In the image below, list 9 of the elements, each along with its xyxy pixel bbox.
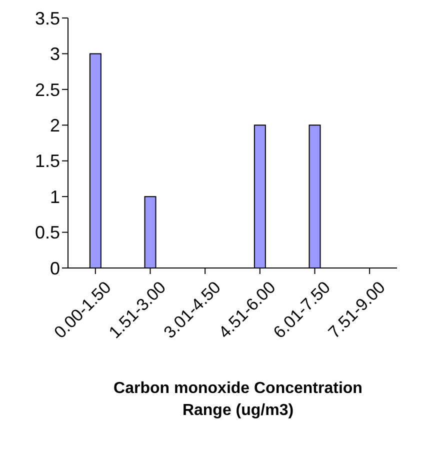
y-tick-label: 2.5 [34, 80, 60, 100]
y-tick-label: 3 [50, 44, 60, 64]
y-tick-label: 2 [50, 116, 60, 136]
y-tick-label: 0 [50, 258, 60, 278]
y-tick-label: 0.5 [34, 222, 60, 243]
y-tick-label: 1.5 [34, 151, 60, 172]
y-tick-label: 1 [50, 186, 60, 207]
x-axis-title: Carbon monoxide Concentration Range (ug/m3) [112, 379, 364, 421]
y-tick-label: 3.5 [34, 8, 60, 28]
